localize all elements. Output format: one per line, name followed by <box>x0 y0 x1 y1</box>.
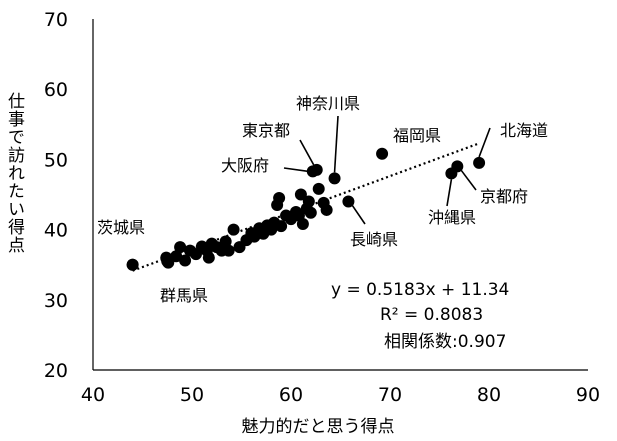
data-point <box>179 254 192 267</box>
leader-line <box>333 115 339 173</box>
leader-line <box>283 167 308 173</box>
point-label: 神奈川県 <box>296 94 360 113</box>
point-label: 群馬県 <box>160 286 208 305</box>
data-points <box>126 147 486 271</box>
data-point <box>473 156 486 169</box>
data-point <box>328 172 341 185</box>
y-tick-label: 40 <box>44 220 68 242</box>
axes <box>92 19 588 371</box>
leader-line <box>446 179 453 207</box>
point-label: 福岡県 <box>393 126 441 145</box>
leader-line <box>478 127 491 158</box>
data-point <box>275 220 288 233</box>
y-tick-label: 70 <box>44 9 68 31</box>
data-point <box>320 203 333 216</box>
x-tick-labels: 40 50 60 70 80 90 <box>81 384 600 406</box>
data-point <box>174 241 187 254</box>
x-axis-title: 魅力的だと思う得点 <box>242 417 395 437</box>
y-tick-labels: 20 30 40 50 60 70 <box>44 9 68 382</box>
x-tick-label: 90 <box>576 384 600 406</box>
x-tick-label: 50 <box>180 384 204 406</box>
data-point <box>342 195 355 208</box>
data-point <box>202 251 215 264</box>
data-point <box>445 167 458 180</box>
x-tick-label: 70 <box>378 384 402 406</box>
y-tick-label: 60 <box>44 79 68 101</box>
point-label: 長崎県 <box>350 230 398 249</box>
x-tick-label: 80 <box>477 384 501 406</box>
point-label: 東京都 <box>242 121 290 140</box>
data-point <box>376 147 389 160</box>
data-point <box>222 244 235 257</box>
data-point <box>227 223 240 236</box>
regression-equation: y = 0.5183x + 11.34 <box>331 280 509 300</box>
x-tick-label: 60 <box>279 384 303 406</box>
y-tick-label: 30 <box>44 290 68 312</box>
leader-line <box>460 169 477 191</box>
data-point <box>294 188 307 201</box>
point-label: 北海道 <box>500 121 548 140</box>
y-tick-label: 50 <box>44 149 68 171</box>
data-point <box>273 192 286 205</box>
leader-line <box>299 139 315 166</box>
data-point <box>170 250 183 263</box>
point-label: 茨城県 <box>97 218 145 237</box>
data-point <box>292 209 305 222</box>
point-label: 京都府 <box>480 187 528 206</box>
leader-line <box>351 205 366 225</box>
data-point <box>161 255 174 268</box>
y-axis-title: 仕事で訪れたい得点 <box>4 92 24 254</box>
correlation-coefficient: 相関係数:0.907 <box>384 332 506 352</box>
data-point <box>302 195 315 208</box>
data-point <box>304 206 317 219</box>
data-point <box>126 258 139 271</box>
r-squared: R² = 0.8083 <box>380 305 483 325</box>
data-point <box>312 182 325 195</box>
y-tick-label: 20 <box>44 360 68 382</box>
data-point <box>219 235 232 248</box>
point-label: 沖縄県 <box>428 208 476 227</box>
x-tick-label: 40 <box>81 384 105 406</box>
point-label: 大阪府 <box>221 156 269 175</box>
data-point <box>306 165 319 178</box>
